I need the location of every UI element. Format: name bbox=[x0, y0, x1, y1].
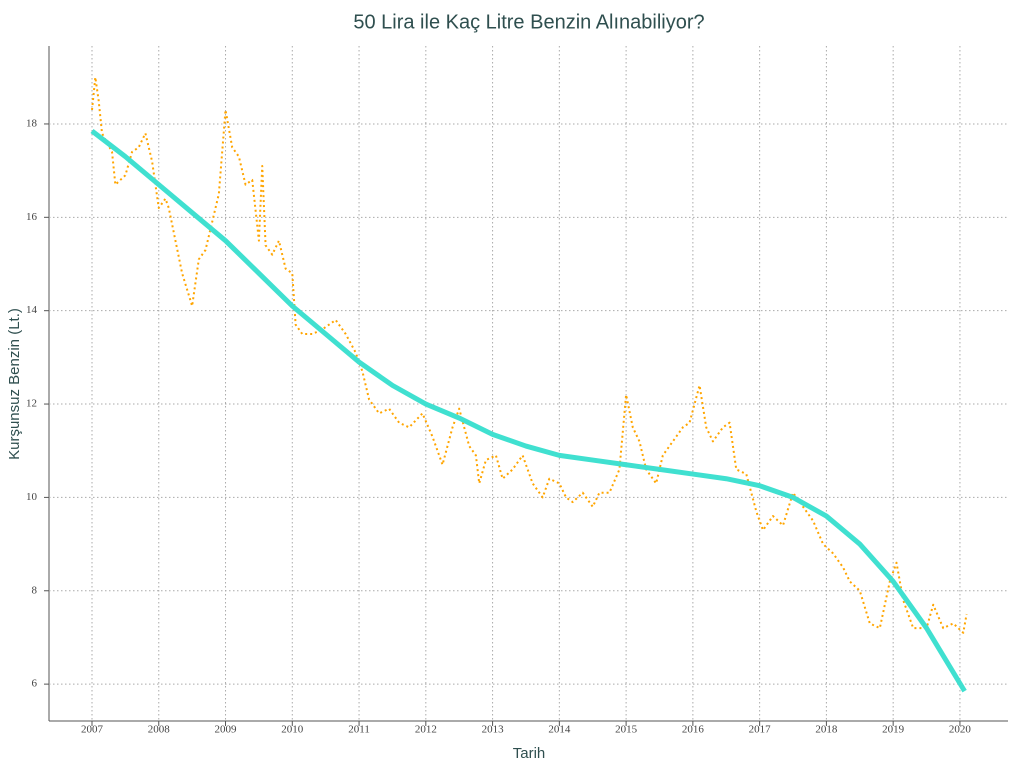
x-tick-label: 2014 bbox=[548, 724, 571, 736]
x-tick-label: 2007 bbox=[81, 724, 104, 736]
y-tick-label: 8 bbox=[32, 584, 38, 596]
x-tick-label: 2019 bbox=[882, 724, 905, 736]
x-tick-label: 2016 bbox=[682, 724, 705, 736]
y-tick-label: 10 bbox=[26, 491, 38, 503]
x-tick-label: 2015 bbox=[615, 724, 638, 736]
x-tick-label: 2013 bbox=[482, 724, 505, 736]
y-tick-label: 6 bbox=[32, 678, 38, 690]
x-tick-label: 2020 bbox=[949, 724, 972, 736]
y-tick-label: 12 bbox=[26, 398, 37, 410]
y-tick-label: 16 bbox=[26, 211, 38, 223]
y-axis-label: Kurşunsuz Benzin (Lt.) bbox=[6, 308, 23, 460]
y-tick-label: 18 bbox=[26, 117, 38, 129]
chart-title: 50 Lira ile Kaç Litre Benzin Alınabiliyo… bbox=[353, 11, 704, 33]
x-tick-label: 2018 bbox=[815, 724, 838, 736]
y-tick-label: 14 bbox=[26, 304, 38, 316]
x-tick-label: 2011 bbox=[348, 724, 370, 736]
data-line bbox=[91, 76, 968, 634]
x-tick-label: 2009 bbox=[215, 724, 238, 736]
x-axis-label: Tarih bbox=[513, 745, 546, 762]
x-tick-label: 2008 bbox=[148, 724, 171, 736]
x-tick-label: 2017 bbox=[749, 724, 772, 736]
x-tick-label: 2010 bbox=[281, 724, 304, 736]
trend-line bbox=[90, 128, 967, 693]
x-tick-label: 2012 bbox=[415, 724, 437, 736]
